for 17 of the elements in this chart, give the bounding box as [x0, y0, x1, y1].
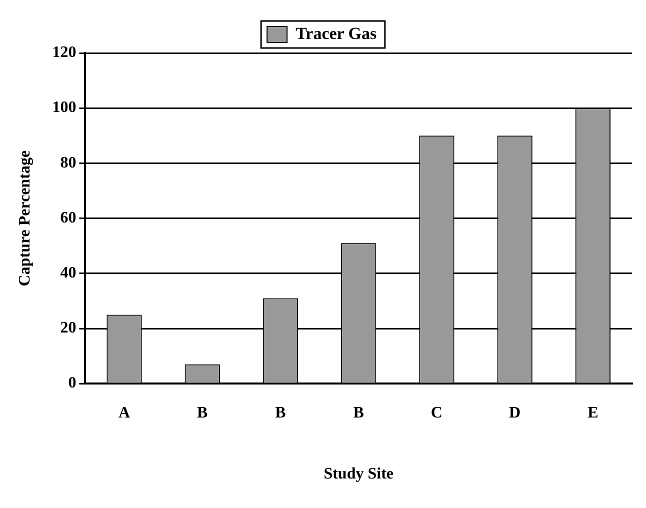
y-axis-title: Capture Percentage — [16, 150, 34, 286]
y-tick-label: 20 — [60, 320, 76, 337]
x-tick-label: B — [275, 404, 286, 422]
x-tick-label: C — [430, 404, 442, 422]
x-tick-label: A — [118, 404, 130, 422]
y-tick-label: 0 — [68, 374, 76, 392]
y-tick-label: 40 — [60, 264, 76, 282]
y-tick-label: 100 — [52, 99, 76, 116]
y-tick-label: 120 — [52, 44, 76, 62]
y-tick-label: 80 — [60, 154, 76, 172]
legend-label: Tracer Gas — [296, 24, 377, 43]
y-tick-label: 60 — [60, 209, 76, 226]
x-tick-label: B — [197, 404, 208, 422]
x-tick-label: D — [509, 404, 521, 422]
x-tick-label: E — [588, 404, 598, 422]
x-tick-label: B — [353, 404, 364, 422]
x-axis-title: Study Site — [324, 466, 394, 483]
